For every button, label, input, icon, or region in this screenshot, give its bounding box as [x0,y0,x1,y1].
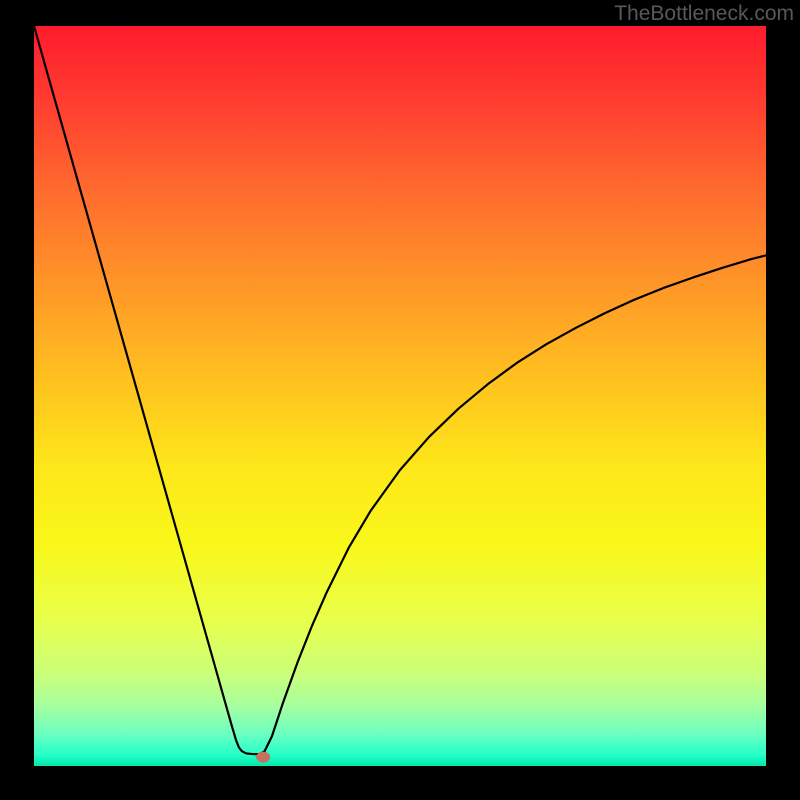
plot-area [34,26,766,766]
chart-container: TheBottleneck.com [0,0,800,800]
optimum-marker [256,752,270,763]
gradient-background [34,26,766,766]
watermark-text: TheBottleneck.com [614,0,800,26]
chart-svg [34,26,766,766]
